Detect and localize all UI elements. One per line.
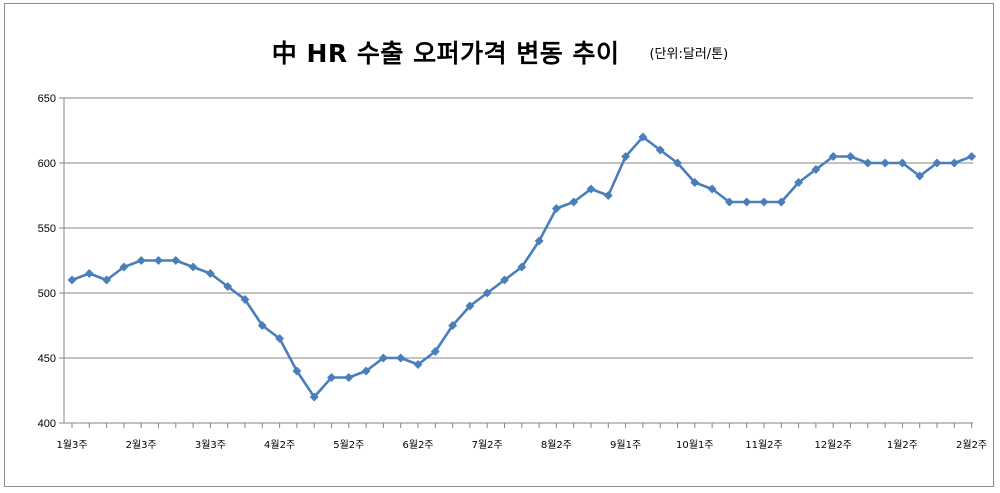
y-tick-label-450: 450 bbox=[38, 353, 56, 365]
data-point bbox=[84, 268, 94, 279]
data-point bbox=[205, 268, 215, 279]
x-tick-label: 4월2주 bbox=[264, 439, 295, 451]
data-point bbox=[240, 294, 250, 305]
price-series bbox=[67, 132, 977, 402]
data-point bbox=[119, 262, 129, 272]
data-point bbox=[603, 190, 613, 201]
y-tick-label-400: 400 bbox=[38, 418, 56, 430]
x-tick-label: 9월1주 bbox=[610, 439, 641, 451]
chart-title: 中 HR 수출 오퍼가격 변동 추이 bbox=[271, 39, 620, 68]
data-point bbox=[638, 132, 648, 142]
data-point bbox=[915, 171, 925, 181]
data-point bbox=[309, 392, 319, 402]
data-point bbox=[707, 184, 717, 194]
data-point bbox=[430, 346, 440, 357]
data-point bbox=[223, 281, 233, 292]
data-point bbox=[724, 197, 734, 207]
x-tick-label: 6월2주 bbox=[402, 439, 433, 451]
y-tick-label-550: 550 bbox=[38, 223, 56, 235]
data-point bbox=[102, 275, 112, 285]
data-point bbox=[586, 184, 596, 194]
data-point bbox=[672, 158, 683, 168]
data-point bbox=[188, 262, 198, 272]
data-point bbox=[465, 301, 475, 311]
y-tick-label-600: 600 bbox=[38, 158, 56, 170]
x-tick-label: 8월2주 bbox=[541, 439, 572, 451]
x-tick-label: 10월1주 bbox=[676, 439, 714, 451]
data-point bbox=[690, 177, 700, 188]
data-point bbox=[776, 197, 786, 207]
data-point bbox=[828, 151, 838, 162]
data-point bbox=[932, 158, 942, 168]
data-point bbox=[655, 145, 665, 155]
y-tick-label-500: 500 bbox=[38, 288, 56, 300]
data-point bbox=[759, 197, 769, 207]
data-point bbox=[292, 366, 302, 376]
data-point bbox=[378, 353, 388, 363]
chart-header: 中 HR 수출 오퍼가격 변동 추이 (단위:달러/톤) bbox=[0, 34, 1000, 70]
data-point bbox=[396, 353, 406, 363]
data-point bbox=[448, 320, 458, 331]
x-tick-label: 2월2주 bbox=[956, 439, 987, 451]
y-axis-ticks: 400 450 500 550 600 650 bbox=[38, 93, 64, 430]
x-tick-label: 1월2주 bbox=[887, 439, 918, 451]
data-point bbox=[517, 262, 527, 272]
y-tick-label-650: 650 bbox=[38, 93, 56, 105]
x-tick-label: 2월3주 bbox=[126, 439, 157, 451]
axes bbox=[63, 98, 973, 424]
x-tick-label: 3월3주 bbox=[195, 439, 226, 451]
data-point bbox=[534, 236, 544, 246]
grid-lines bbox=[64, 97, 973, 359]
x-axis-ticks: 1월3주 2월3주 3월3주 4월2주 5월2주 6월2주 7월2주 8월2주 9월1주 10월1… bbox=[56, 423, 987, 451]
x-tick-label: 11월2주 bbox=[745, 439, 783, 451]
data-point bbox=[794, 177, 804, 188]
data-point bbox=[136, 255, 146, 266]
data-point bbox=[482, 288, 492, 298]
data-point bbox=[880, 158, 890, 168]
x-tick-label: 5월2주 bbox=[333, 439, 364, 451]
data-point bbox=[67, 275, 77, 285]
data-point bbox=[275, 333, 285, 344]
chart-frame bbox=[4, 3, 994, 487]
data-point bbox=[361, 366, 371, 376]
data-point bbox=[257, 320, 267, 331]
x-tick-label: 7월2주 bbox=[472, 439, 503, 451]
data-point bbox=[551, 203, 561, 214]
data-point bbox=[811, 164, 821, 175]
data-point bbox=[897, 158, 907, 168]
data-point bbox=[569, 197, 579, 207]
data-point bbox=[344, 372, 354, 383]
data-point bbox=[621, 151, 631, 162]
data-point bbox=[413, 359, 423, 370]
data-point bbox=[845, 151, 856, 162]
data-point bbox=[499, 275, 510, 285]
data-point bbox=[326, 372, 337, 383]
unit-note: (단위:달러/톤) bbox=[649, 47, 729, 62]
data-point bbox=[171, 255, 181, 266]
data-point bbox=[742, 197, 752, 207]
data-point bbox=[863, 158, 873, 168]
x-tick-label: 1월3주 bbox=[56, 439, 87, 451]
data-point bbox=[153, 255, 164, 266]
data-point bbox=[967, 151, 977, 162]
x-tick-label: 12월2주 bbox=[814, 439, 852, 451]
data-point bbox=[949, 158, 959, 168]
